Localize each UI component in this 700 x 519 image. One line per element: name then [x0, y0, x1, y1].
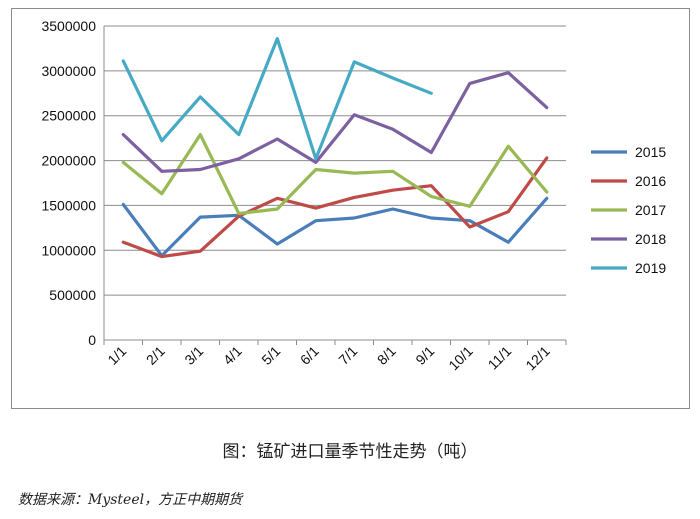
series-line-2016: [121, 156, 549, 259]
x-tick-label: 9/1: [412, 343, 437, 368]
series-line-2015: [121, 196, 549, 258]
series-lines: [121, 37, 549, 259]
series-line-2017: [121, 132, 549, 216]
y-tick-label: 2500000: [41, 108, 96, 124]
series-line-2019: [121, 37, 433, 161]
x-tick-label: 3/1: [181, 343, 206, 368]
x-tick-label: 8/1: [374, 343, 399, 368]
x-tick-label: 4/1: [220, 343, 245, 368]
legend-label-2019: 2019: [635, 260, 666, 276]
y-tick-label: 1000000: [41, 242, 96, 258]
x-tick-label: 5/1: [258, 343, 283, 368]
series-line-2018: [121, 71, 549, 173]
y-tick-label: 2000000: [41, 153, 96, 169]
y-tick-label: 3500000: [41, 18, 96, 34]
x-tick-label: 11/1: [485, 343, 515, 373]
x-tick-label: 2/1: [143, 343, 168, 368]
chart-frame: 0 500000 1000000 1500000 2000000 2500000 30000…: [11, 8, 690, 409]
x-tick-label: 1/1: [104, 343, 129, 368]
y-tick-label: 3000000: [41, 63, 96, 79]
y-tick-labels: 0 500000 1000000 1500000 2000000 2500000 30000…: [41, 18, 96, 348]
legend-label-2015: 2015: [635, 144, 666, 160]
line-chart: 0 500000 1000000 1500000 2000000 2500000 30000…: [41, 18, 666, 374]
x-tick-labels: 1/1 2/1 3/1 4/1 5/1 6/1 7/1 8/1 9/1 10/1 11/1 12/1: [104, 343, 553, 374]
x-tick-label: 7/1: [335, 343, 360, 368]
y-tick-label: 0: [88, 332, 96, 348]
x-tick-label: 12/1: [522, 343, 553, 374]
data-source: 数据来源：Mysteel，方正中期期货: [18, 492, 243, 508]
chart-caption: 图：锰矿进口量季节性走势（吨）: [222, 442, 478, 462]
x-tick-label: 10/1: [445, 343, 476, 374]
legend-label-2017: 2017: [635, 202, 666, 218]
gridlines: [104, 25, 566, 296]
legend: 2015 2016 2017 2018 2019: [591, 144, 666, 276]
legend-label-2016: 2016: [635, 173, 666, 189]
y-tick-label: 1500000: [41, 197, 96, 213]
y-tick-label: 500000: [49, 287, 96, 303]
legend-label-2018: 2018: [635, 231, 666, 247]
x-tick-label: 6/1: [297, 343, 322, 368]
axes: [103, 26, 567, 345]
